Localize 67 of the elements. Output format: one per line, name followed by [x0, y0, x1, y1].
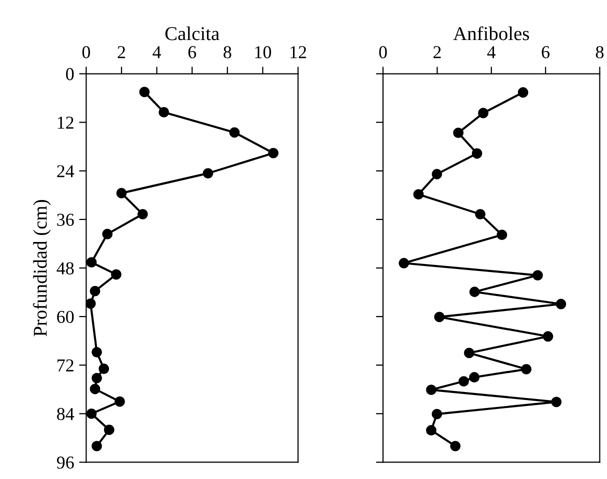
point [453, 128, 464, 138]
point [472, 148, 482, 159]
x-axis-title: Calcita [165, 26, 220, 40]
x-tick-label: 10 [255, 46, 272, 58]
point [86, 257, 97, 268]
y-tick-label: 60 [57, 310, 74, 323]
x-tick-label: 6 [542, 46, 550, 58]
point [469, 286, 480, 298]
point [469, 372, 480, 382]
x-tick-label: 0 [379, 46, 387, 58]
point [432, 168, 442, 180]
y-tick-label: 72 [58, 359, 74, 372]
x-tick-label: 0 [82, 46, 90, 58]
point [92, 346, 102, 358]
point [518, 87, 528, 98]
x-tick-label: 8 [596, 46, 604, 58]
x-tick-label: 4 [487, 46, 496, 58]
point [137, 208, 148, 220]
point [92, 440, 102, 452]
point [98, 364, 110, 374]
point [556, 298, 566, 310]
point [158, 107, 170, 118]
point [413, 189, 424, 200]
point [86, 298, 96, 309]
point [496, 230, 508, 240]
point [464, 348, 474, 358]
point [268, 148, 279, 158]
point [426, 425, 436, 436]
point [102, 228, 113, 240]
point [434, 312, 445, 322]
y-tick-label: 24 [57, 165, 74, 178]
point [92, 372, 102, 384]
y-axis-title: Profundidad (cm) [32, 200, 51, 336]
point [398, 258, 410, 268]
point [104, 424, 114, 436]
y-tick-label: 96 [56, 456, 74, 469]
y-tick-label: 48 [56, 262, 74, 274]
point [114, 396, 125, 407]
x-tick-label: 6 [188, 46, 196, 58]
point [426, 384, 436, 396]
x-tick-label: 4 [152, 46, 162, 58]
x-tick-label: 8 [224, 46, 232, 58]
x-axis-title: Anfiboles [453, 26, 530, 40]
x-tick-label: 12 [290, 46, 306, 58]
point [475, 208, 486, 220]
point [110, 269, 122, 280]
point [551, 396, 562, 408]
point [86, 408, 97, 419]
point [532, 270, 543, 280]
point [116, 188, 127, 198]
y-tick-label: 12 [58, 116, 74, 129]
point [229, 127, 240, 138]
y-tick-label: 0 [66, 68, 74, 80]
point [202, 168, 214, 179]
point [432, 408, 442, 420]
point [521, 364, 532, 374]
x-tick-label: 2 [433, 46, 441, 58]
y-tick-label: 36 [57, 214, 74, 226]
y-tick-label: 84 [57, 408, 74, 420]
point [478, 108, 488, 118]
point [450, 440, 461, 452]
x-tick-label: 2 [118, 46, 126, 58]
point [90, 384, 100, 394]
point [90, 286, 100, 296]
point [458, 376, 469, 387]
point [542, 331, 554, 342]
point [139, 86, 150, 98]
